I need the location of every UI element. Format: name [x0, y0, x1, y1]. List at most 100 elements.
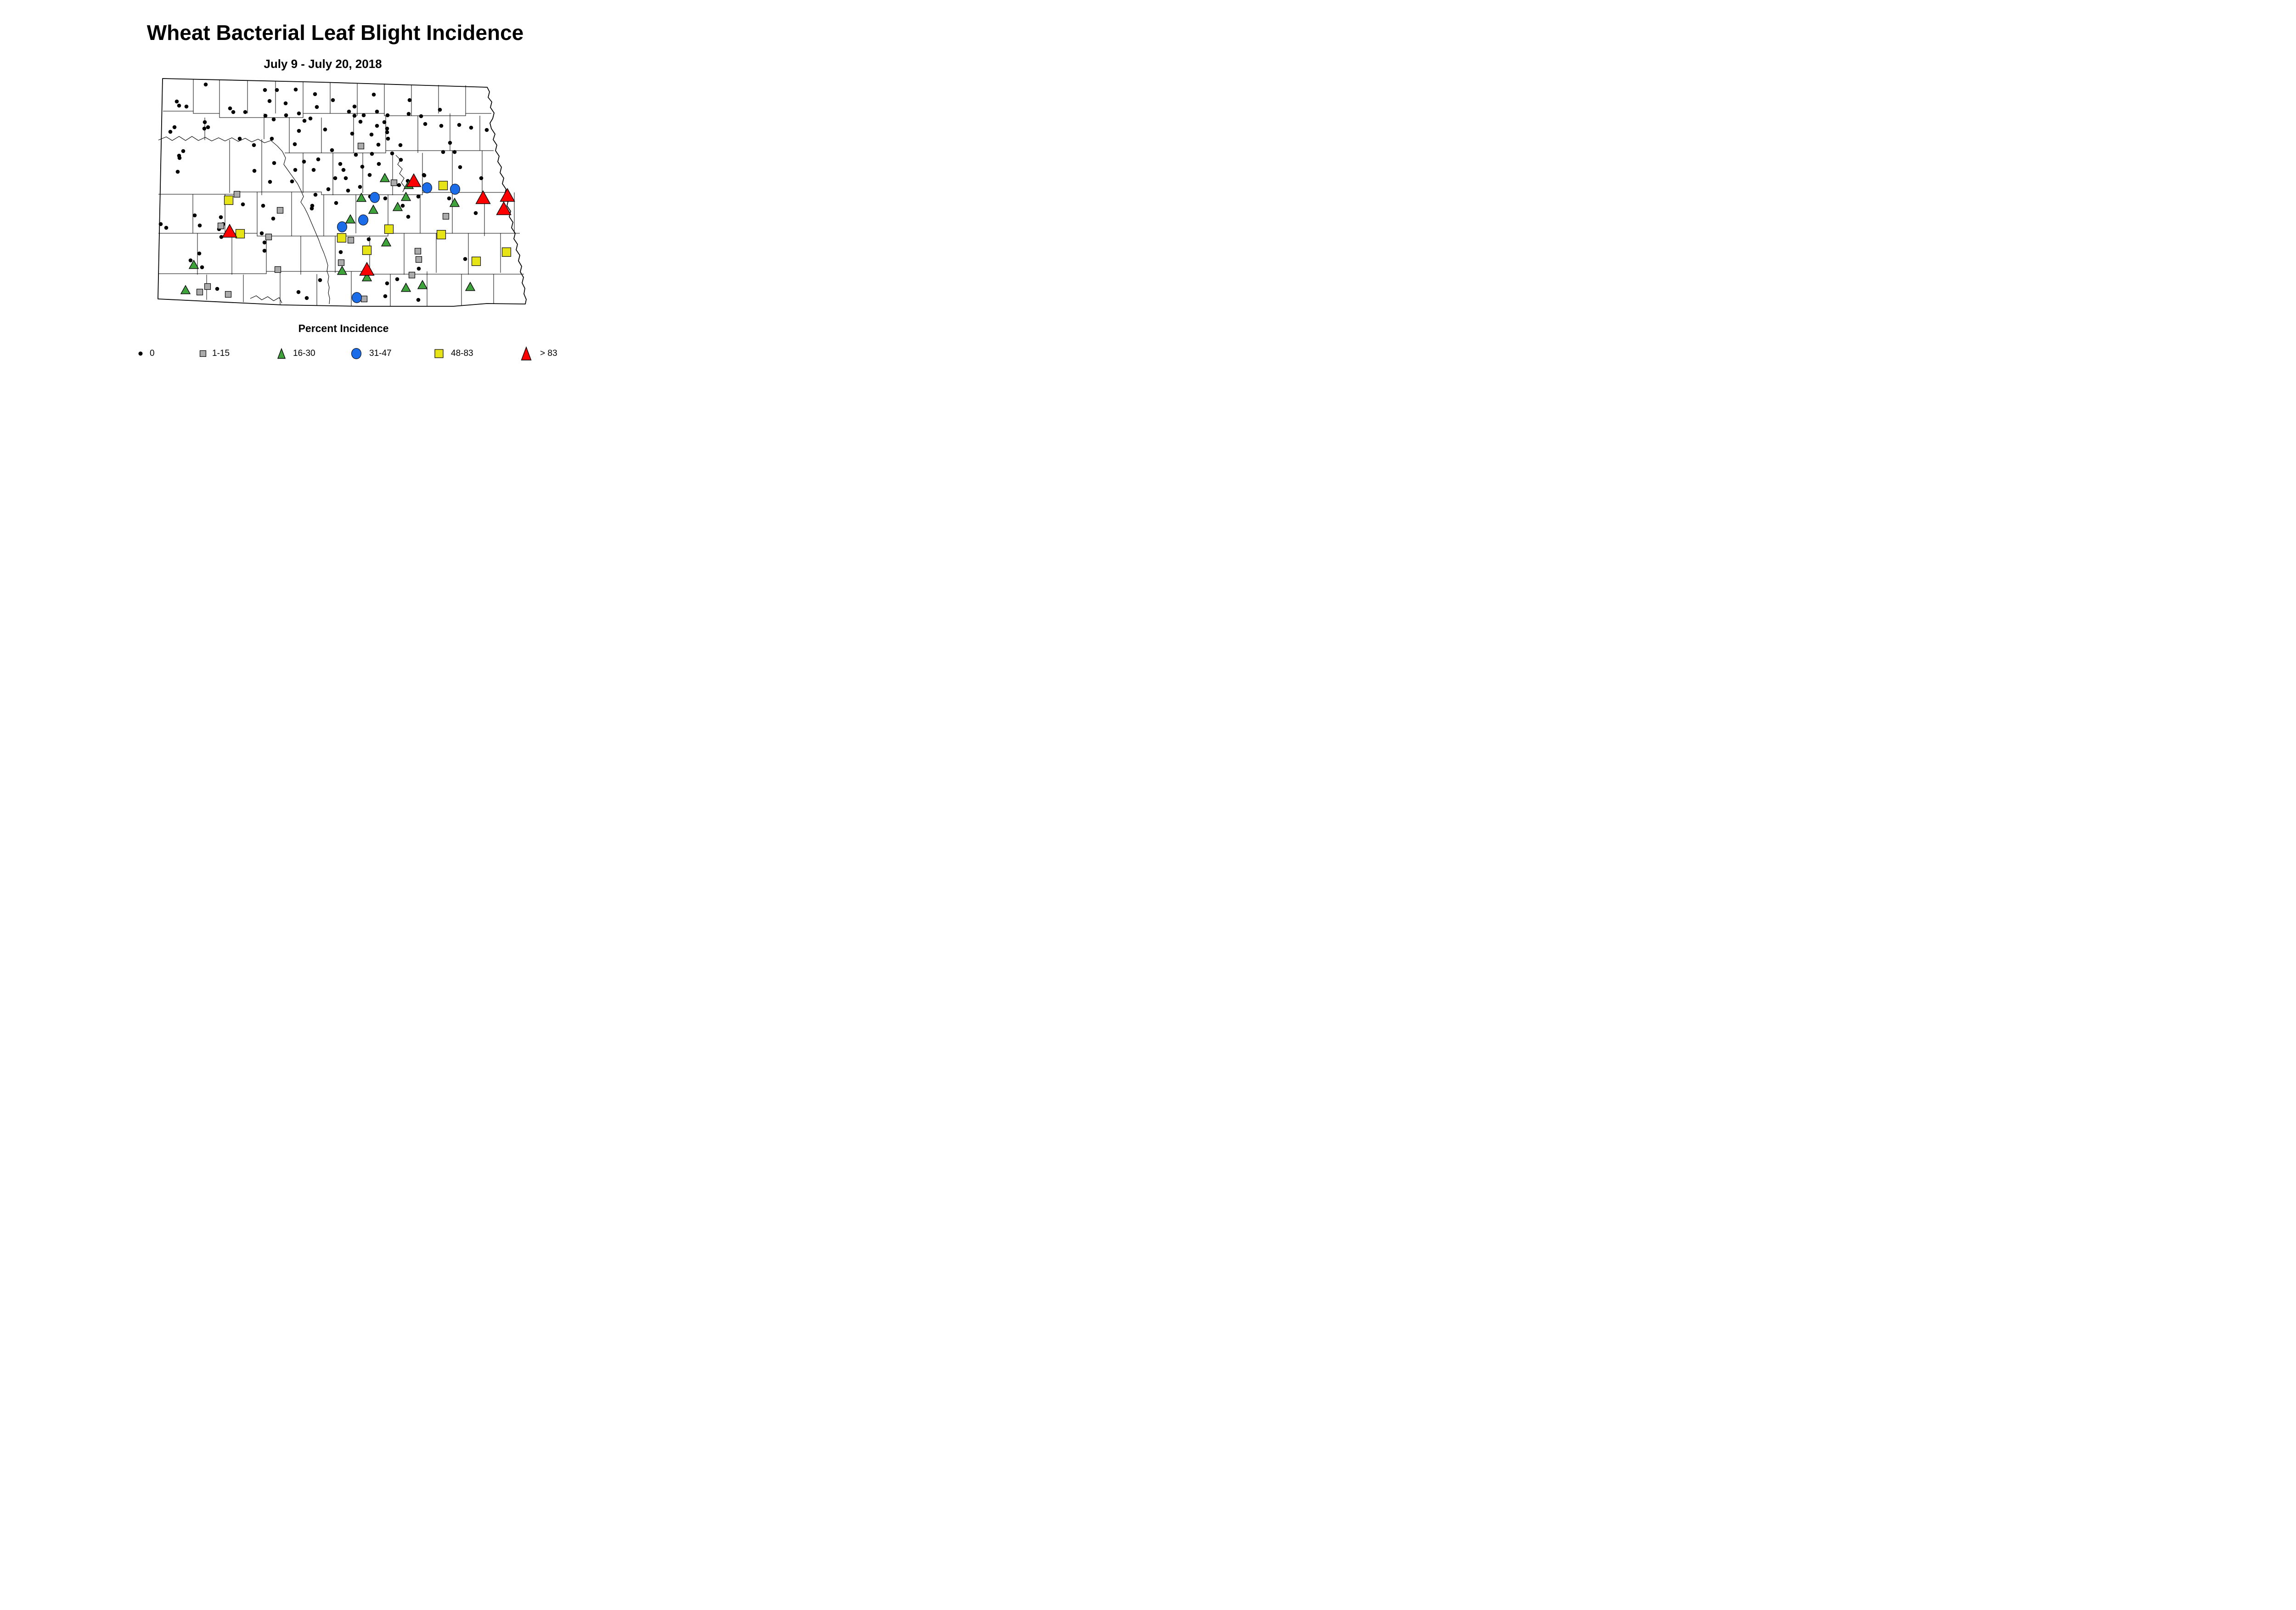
marker-incidence-0	[203, 82, 208, 87]
marker-incidence-0	[369, 132, 374, 137]
marker-incidence-31-47	[370, 192, 380, 203]
marker-incidence-48-83	[436, 230, 446, 240]
marker-incidence-0	[313, 192, 318, 197]
marker-incidence-gt-83	[406, 173, 422, 187]
county-line	[158, 271, 524, 275]
marker-incidence-0	[272, 161, 276, 165]
marker-incidence-0	[215, 287, 219, 291]
marker-incidence-0	[271, 216, 276, 221]
marker-incidence-0	[188, 258, 193, 263]
blue-circle-icon	[346, 343, 366, 364]
marker-incidence-0	[416, 266, 421, 271]
marker-incidence-0	[192, 213, 197, 218]
marker-incidence-0	[406, 214, 411, 219]
marker-incidence-48-83	[362, 245, 372, 255]
marker-incidence-0	[484, 128, 489, 132]
marker-incidence-0	[383, 196, 388, 201]
legend-label: > 83	[540, 349, 557, 358]
marker-incidence-0	[422, 173, 427, 178]
marker-incidence-0	[352, 113, 357, 118]
marker-incidence-0	[469, 125, 473, 130]
marker-incidence-0	[231, 110, 236, 114]
river-line	[250, 295, 282, 304]
marker-incidence-0	[399, 158, 403, 162]
marker-incidence-0	[371, 92, 376, 97]
marker-incidence-1-15	[233, 191, 241, 198]
marker-incidence-0	[237, 136, 242, 141]
marker-incidence-0	[370, 152, 374, 156]
legend-label: 16-30	[293, 349, 315, 358]
marker-incidence-0	[383, 294, 388, 298]
marker-incidence-0	[175, 169, 180, 174]
marker-incidence-0	[177, 156, 182, 160]
chart-title: Wheat Bacterial Leaf Blight Incidence	[146, 21, 524, 45]
marker-incidence-0	[283, 101, 288, 106]
marker-incidence-0	[385, 281, 389, 286]
green-triangle-icon	[271, 343, 292, 364]
marker-incidence-0	[400, 203, 405, 208]
marker-incidence-0	[423, 122, 428, 126]
marker-incidence-0	[416, 298, 421, 302]
marker-incidence-gt-83	[359, 262, 375, 276]
marker-incidence-16-30	[392, 202, 403, 211]
marker-incidence-0	[330, 148, 334, 152]
yellow-square-icon	[429, 343, 449, 364]
marker-incidence-48-83	[471, 256, 481, 266]
marker-incidence-1-15	[415, 256, 422, 263]
marker-incidence-31-47	[450, 184, 460, 195]
marker-incidence-0	[318, 278, 322, 282]
marker-incidence-0	[200, 265, 204, 270]
marker-incidence-0	[326, 187, 331, 191]
marker-incidence-0	[284, 113, 288, 118]
legend-title: Percent Incidence	[298, 322, 389, 334]
marker-incidence-0	[331, 98, 335, 102]
marker-incidence-16-30	[417, 280, 428, 289]
marker-incidence-0	[358, 185, 362, 189]
marker-incidence-0	[197, 223, 202, 228]
marker-incidence-0	[219, 215, 223, 220]
marker-incidence-0	[243, 110, 248, 114]
marker-incidence-0	[302, 118, 307, 123]
black-dot-icon	[130, 343, 151, 364]
marker-incidence-0	[297, 129, 301, 133]
marker-incidence-0	[219, 235, 224, 239]
marker-incidence-0	[377, 162, 381, 166]
marker-incidence-0	[416, 194, 421, 199]
marker-incidence-1-15	[347, 236, 355, 244]
marker-incidence-31-47	[358, 214, 368, 225]
marker-incidence-0	[302, 159, 306, 164]
marker-incidence-0	[352, 104, 357, 109]
marker-incidence-0	[172, 125, 177, 129]
marker-incidence-0	[164, 225, 169, 230]
marker-incidence-0	[354, 152, 358, 157]
marker-incidence-0	[458, 165, 462, 169]
marker-incidence-0	[263, 88, 267, 92]
marker-incidence-16-30	[180, 285, 191, 294]
marker-incidence-0	[385, 126, 389, 131]
marker-incidence-0	[311, 168, 316, 172]
marker-incidence-16-30	[361, 272, 372, 281]
marker-incidence-0	[197, 251, 202, 256]
marker-incidence-0	[338, 162, 343, 166]
county-line	[285, 150, 494, 153]
marker-incidence-0	[297, 111, 301, 116]
marker-incidence-gt-83	[475, 190, 491, 204]
marker-incidence-31-47	[422, 182, 432, 193]
marker-incidence-0	[479, 176, 484, 180]
marker-incidence-0	[397, 183, 401, 187]
marker-incidence-48-83	[501, 247, 512, 257]
marker-incidence-0	[361, 113, 366, 118]
marker-incidence-16-30	[188, 259, 199, 269]
marker-incidence-48-83	[384, 224, 394, 234]
marker-incidence-0	[206, 125, 210, 129]
marker-incidence-0	[262, 248, 267, 253]
marker-incidence-0	[346, 188, 350, 193]
marker-incidence-0	[390, 151, 394, 156]
marker-incidence-48-83	[337, 233, 347, 243]
marker-incidence-1-15	[414, 248, 422, 255]
marker-incidence-16-30	[400, 191, 411, 201]
marker-incidence-1-15	[390, 179, 398, 186]
marker-incidence-0	[463, 257, 467, 261]
marker-incidence-0	[293, 142, 297, 146]
marker-incidence-0	[268, 180, 272, 184]
